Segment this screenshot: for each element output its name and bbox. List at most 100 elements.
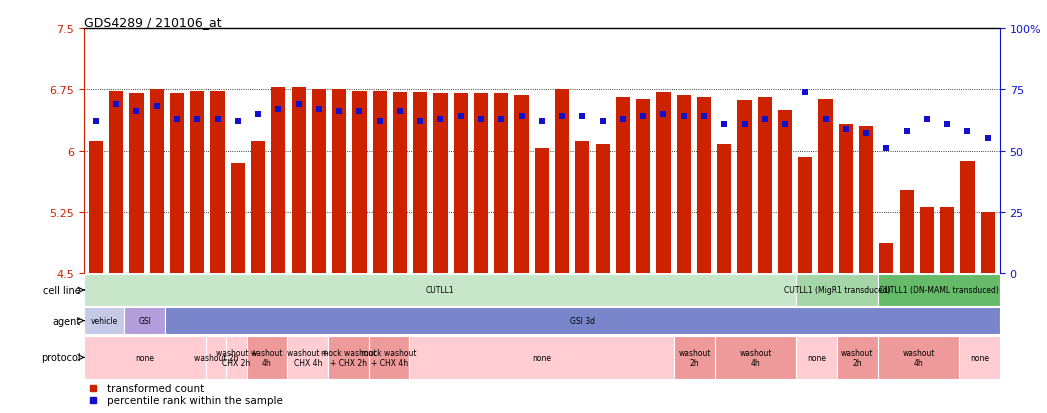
- Point: [797, 89, 814, 96]
- Bar: [206, 336, 226, 379]
- Bar: [226, 336, 247, 379]
- Bar: [839, 124, 853, 274]
- Point: [372, 119, 388, 125]
- Bar: [369, 336, 409, 379]
- Point: [169, 116, 185, 123]
- Text: washout +
CHX 2h: washout + CHX 2h: [216, 348, 258, 367]
- Bar: [656, 93, 670, 274]
- Text: CUTLL1 (DN-MAML transduced): CUTLL1 (DN-MAML transduced): [878, 286, 999, 295]
- Point: [695, 114, 712, 120]
- Bar: [616, 98, 630, 274]
- Text: washout
2h: washout 2h: [841, 348, 873, 367]
- Point: [209, 116, 226, 123]
- Bar: [328, 336, 369, 379]
- Bar: [819, 100, 832, 274]
- Point: [331, 109, 348, 115]
- Text: GSI: GSI: [138, 316, 151, 325]
- Text: mock washout
+ CHX 2h: mock washout + CHX 2h: [320, 348, 376, 367]
- Point: [554, 114, 571, 120]
- Text: percentile rank within the sample: percentile rank within the sample: [107, 395, 283, 405]
- Bar: [247, 336, 287, 379]
- Text: washout
4h: washout 4h: [250, 348, 284, 367]
- Bar: [575, 142, 589, 274]
- Text: GSI 3d: GSI 3d: [570, 316, 595, 325]
- Text: none: none: [532, 353, 552, 362]
- Point: [716, 121, 733, 128]
- Bar: [960, 162, 975, 274]
- Point: [128, 109, 144, 115]
- Text: agent: agent: [52, 316, 81, 326]
- Point: [675, 114, 692, 120]
- Point: [290, 102, 307, 108]
- Point: [615, 116, 631, 123]
- Point: [939, 121, 956, 128]
- Point: [493, 116, 510, 123]
- Point: [513, 114, 530, 120]
- Point: [472, 116, 489, 123]
- Point: [818, 116, 834, 123]
- Point: [452, 114, 469, 120]
- Text: CUTLL1 (MigR1 transduced): CUTLL1 (MigR1 transduced): [784, 286, 890, 295]
- Bar: [859, 127, 873, 274]
- Bar: [373, 92, 386, 274]
- Point: [574, 114, 591, 120]
- Text: protocol: protocol: [41, 353, 81, 363]
- Bar: [494, 93, 509, 274]
- Text: washout
4h: washout 4h: [739, 348, 772, 367]
- Bar: [109, 92, 124, 274]
- Bar: [737, 101, 752, 274]
- Bar: [251, 142, 265, 274]
- Bar: [291, 88, 306, 274]
- Text: none: none: [970, 353, 989, 362]
- Point: [351, 109, 367, 115]
- Bar: [959, 336, 1000, 379]
- Bar: [414, 93, 427, 274]
- Bar: [676, 96, 691, 274]
- Point: [108, 102, 125, 108]
- Bar: [797, 336, 837, 379]
- Point: [959, 128, 976, 135]
- Point: [756, 116, 773, 123]
- Text: vehicle: vehicle: [90, 316, 117, 325]
- Bar: [393, 93, 407, 274]
- Point: [898, 128, 915, 135]
- Bar: [125, 308, 165, 334]
- Bar: [474, 93, 488, 274]
- Bar: [899, 190, 914, 274]
- Point: [432, 116, 449, 123]
- Text: washout 2h: washout 2h: [194, 353, 239, 362]
- Point: [595, 119, 611, 125]
- Bar: [778, 111, 793, 274]
- Bar: [191, 92, 204, 274]
- Bar: [84, 336, 206, 379]
- Bar: [89, 142, 103, 274]
- Point: [149, 104, 165, 111]
- Bar: [877, 275, 1000, 306]
- Bar: [555, 90, 570, 274]
- Bar: [170, 93, 184, 274]
- Bar: [717, 145, 732, 274]
- Bar: [674, 336, 715, 379]
- Point: [777, 121, 794, 128]
- Point: [533, 119, 551, 125]
- Bar: [433, 93, 447, 274]
- Bar: [230, 164, 245, 274]
- Bar: [271, 88, 286, 274]
- Point: [229, 119, 246, 125]
- Bar: [877, 336, 959, 379]
- Point: [392, 109, 408, 115]
- Bar: [312, 90, 326, 274]
- Text: GDS4289 / 210106_at: GDS4289 / 210106_at: [84, 16, 221, 29]
- Text: none: none: [807, 353, 826, 362]
- Text: cell line: cell line: [43, 285, 81, 295]
- Bar: [637, 100, 650, 274]
- Text: washout
2h: washout 2h: [678, 348, 711, 367]
- Bar: [879, 243, 893, 274]
- Bar: [920, 208, 934, 274]
- Text: none: none: [135, 353, 154, 362]
- Point: [311, 107, 328, 113]
- Point: [918, 116, 935, 123]
- Point: [411, 119, 428, 125]
- Point: [88, 119, 105, 125]
- Bar: [596, 145, 609, 274]
